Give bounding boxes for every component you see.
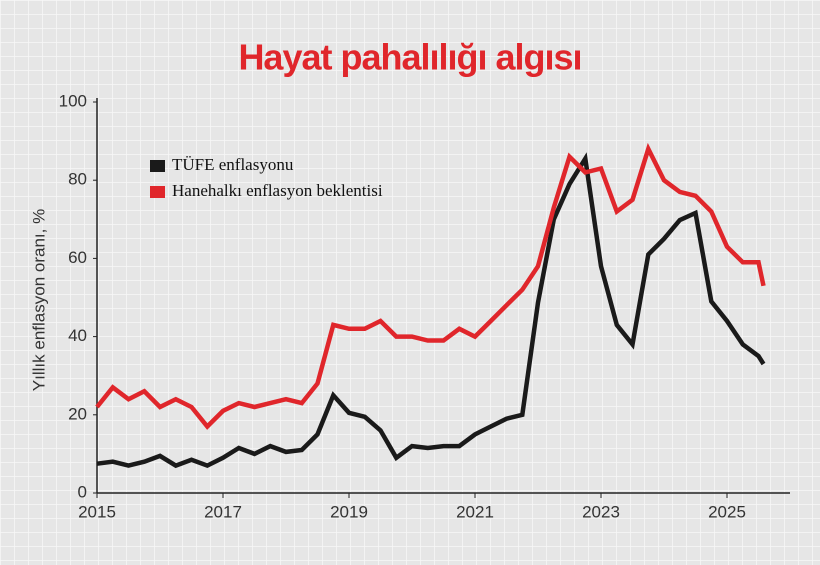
x-tick-label: 2017: [204, 502, 242, 521]
series-line: [95, 142, 766, 430]
y-tick-label: 80: [68, 170, 87, 189]
y-tick-label: 60: [68, 248, 87, 267]
x-tick-label: 2015: [78, 502, 116, 521]
x-tick-label: 2021: [456, 502, 494, 521]
x-tick-label: 2025: [708, 502, 746, 521]
y-tick-label: 100: [59, 91, 87, 110]
chart-title: Hayat pahalılığı algısı: [238, 37, 581, 78]
legend-swatch: [150, 160, 165, 172]
x-tick-label: 2023: [582, 502, 620, 521]
series-line: [96, 152, 766, 469]
legend-swatch: [150, 186, 165, 198]
legend-label: TÜFE enflasyonu: [172, 155, 294, 174]
y-axis-label: Yıllık enflasyon oranı, %: [29, 209, 48, 391]
y-tick-label: 0: [78, 482, 87, 501]
y-tick-label: 20: [68, 404, 87, 423]
y-tick-label: 40: [68, 326, 87, 345]
x-tick-label: 2019: [330, 502, 368, 521]
legend-label: Hanehalkı enflasyon beklentisi: [172, 181, 383, 200]
